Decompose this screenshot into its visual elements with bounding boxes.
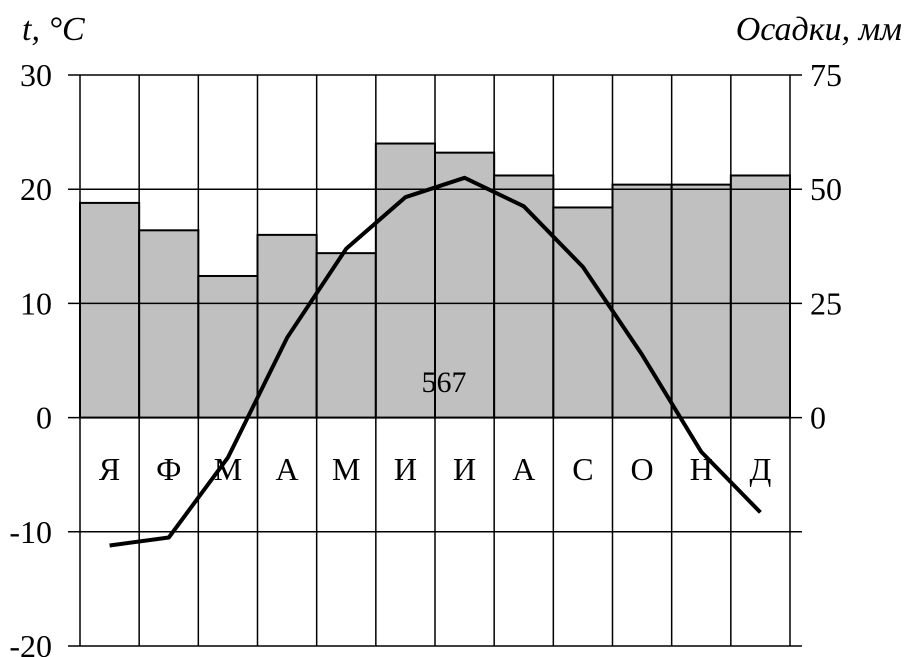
temperature-tick-label: 20 (20, 171, 52, 207)
precipitation-bar (79, 201, 141, 419)
precipitation-tick-label: 75 (810, 57, 842, 93)
month-label: И (453, 451, 476, 487)
precipitation-bar (493, 174, 555, 419)
precipitation-bar (611, 183, 673, 419)
precipitation-bar (138, 229, 200, 419)
precipitation-bar (256, 233, 318, 419)
axis-ticks: -20 -10 0 10 20 30 0 25 50 75 (9, 57, 842, 657)
left-axis-title: t, °C (22, 11, 85, 48)
month-label: И (394, 451, 417, 487)
month-label: Д (750, 451, 772, 487)
precipitation-bar (670, 183, 732, 419)
month-label: О (631, 451, 654, 487)
temperature-tick-label: 10 (20, 285, 52, 321)
precipitation-tick-label: 50 (810, 171, 842, 207)
grid (68, 74, 802, 647)
temperature-tick-label: -10 (9, 514, 52, 550)
precipitation-bar (197, 274, 259, 419)
right-axis-title: Осадки, мм (736, 11, 902, 48)
temperature-tick-label: 30 (20, 57, 52, 93)
temperature-tick-label: -20 (9, 628, 52, 657)
month-label: С (572, 451, 593, 487)
precipitation-tick-label: 25 (810, 285, 842, 321)
month-label: М (332, 451, 360, 487)
precipitation-bar (729, 174, 791, 419)
precipitation-bar (552, 206, 614, 419)
temperature-tick-label: 0 (36, 400, 52, 436)
month-label: Ф (156, 451, 181, 487)
month-label: Я (99, 451, 120, 487)
month-label: А (276, 451, 299, 487)
temperature-line (109, 175, 762, 548)
precipitation-tick-label: 0 (810, 400, 826, 436)
annual-precipitation-label: 567 (422, 366, 467, 399)
month-label: А (512, 451, 535, 487)
month-label: Н (690, 451, 713, 487)
